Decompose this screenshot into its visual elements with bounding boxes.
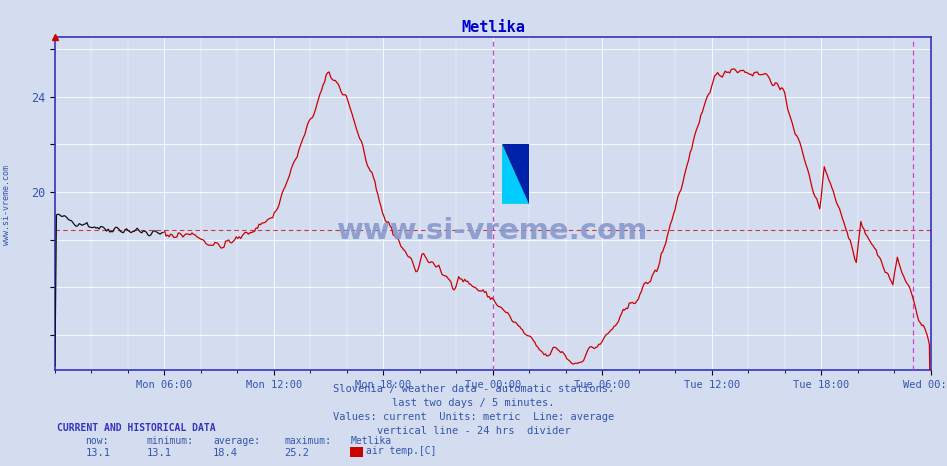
Text: 25.2: 25.2 bbox=[284, 448, 309, 458]
Text: 13.1: 13.1 bbox=[85, 448, 110, 458]
Text: now:: now: bbox=[85, 436, 109, 445]
Text: CURRENT AND HISTORICAL DATA: CURRENT AND HISTORICAL DATA bbox=[57, 423, 216, 433]
Text: average:: average: bbox=[213, 436, 260, 445]
Polygon shape bbox=[502, 144, 529, 204]
Text: 13.1: 13.1 bbox=[147, 448, 171, 458]
Text: vertical line - 24 hrs  divider: vertical line - 24 hrs divider bbox=[377, 426, 570, 436]
Title: Metlika: Metlika bbox=[461, 20, 525, 35]
Text: last two days / 5 minutes.: last two days / 5 minutes. bbox=[392, 398, 555, 408]
Text: www.si-vreme.com: www.si-vreme.com bbox=[2, 165, 11, 245]
Text: Metlika: Metlika bbox=[350, 436, 391, 445]
Bar bbox=[502, 144, 529, 204]
Text: Values: current  Units: metric  Line: average: Values: current Units: metric Line: aver… bbox=[333, 412, 614, 422]
Text: 18.4: 18.4 bbox=[213, 448, 238, 458]
Polygon shape bbox=[502, 144, 529, 204]
Text: Slovenia / weather data - automatic stations.: Slovenia / weather data - automatic stat… bbox=[333, 384, 614, 394]
Text: air temp.[C]: air temp.[C] bbox=[366, 446, 436, 456]
Text: maximum:: maximum: bbox=[284, 436, 331, 445]
Text: www.si-vreme.com: www.si-vreme.com bbox=[337, 217, 649, 245]
Text: minimum:: minimum: bbox=[147, 436, 194, 445]
